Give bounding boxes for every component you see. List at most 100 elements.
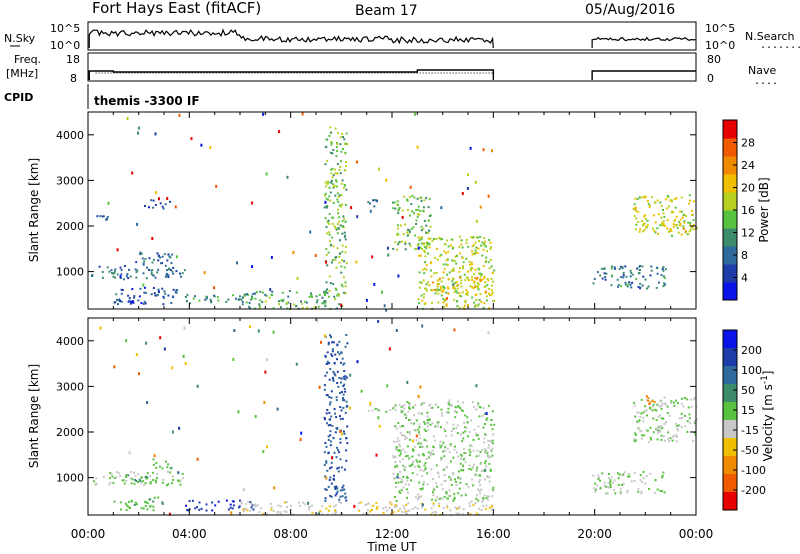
data-cell bbox=[491, 428, 494, 431]
data-cell bbox=[663, 439, 666, 442]
data-cell bbox=[484, 508, 487, 510]
data-cell bbox=[389, 501, 392, 504]
data-cell bbox=[443, 243, 446, 246]
data-cell bbox=[414, 234, 417, 237]
colorbar-swatch bbox=[723, 228, 737, 247]
data-cell bbox=[326, 198, 329, 201]
data-cell bbox=[186, 300, 188, 303]
data-cell bbox=[453, 259, 456, 262]
data-cell bbox=[327, 435, 330, 438]
data-cell bbox=[343, 291, 345, 294]
data-cell bbox=[609, 483, 612, 486]
data-cell bbox=[433, 288, 436, 291]
data-cell bbox=[643, 228, 646, 231]
data-cell bbox=[423, 219, 426, 222]
data-cell bbox=[419, 446, 421, 448]
data-cell bbox=[462, 431, 465, 434]
data-cell bbox=[133, 294, 136, 297]
data-cell bbox=[445, 259, 448, 262]
data-cell bbox=[471, 478, 474, 481]
data-cell bbox=[651, 227, 654, 230]
data-cell bbox=[213, 286, 216, 290]
data-cell bbox=[474, 268, 477, 271]
data-cell bbox=[339, 224, 342, 227]
data-cell bbox=[426, 472, 428, 475]
data-cell bbox=[404, 435, 407, 438]
data-cell bbox=[367, 201, 370, 204]
data-cell bbox=[430, 507, 433, 510]
data-cell bbox=[455, 411, 458, 414]
data-cell bbox=[450, 460, 452, 463]
data-cell bbox=[416, 213, 419, 216]
data-cell bbox=[338, 498, 341, 501]
data-cell bbox=[443, 250, 446, 253]
data-cell bbox=[439, 497, 442, 500]
data-cell bbox=[333, 505, 336, 508]
data-cell bbox=[430, 468, 433, 471]
data-cell bbox=[437, 301, 440, 304]
data-cell bbox=[211, 501, 214, 504]
colorbar-tick-label: 20 bbox=[741, 182, 755, 195]
data-cell bbox=[670, 230, 673, 233]
data-cell bbox=[435, 403, 437, 406]
data-cell bbox=[483, 494, 486, 497]
data-cell bbox=[205, 509, 208, 512]
data-cell bbox=[155, 461, 158, 464]
data-cell bbox=[342, 385, 345, 388]
data-cell bbox=[462, 469, 465, 472]
data-cell bbox=[125, 476, 128, 478]
data-cell bbox=[675, 440, 678, 443]
data-cell bbox=[107, 201, 110, 205]
data-cell bbox=[405, 483, 407, 486]
colorbar-tick-label: -50 bbox=[741, 444, 759, 457]
data-cell bbox=[608, 486, 611, 489]
data-cell bbox=[662, 471, 665, 474]
data-cell bbox=[658, 405, 661, 408]
data-cell bbox=[417, 464, 420, 467]
data-cell bbox=[396, 200, 399, 203]
data-cell bbox=[324, 291, 327, 294]
data-cell bbox=[488, 239, 491, 241]
data-cell bbox=[337, 212, 340, 215]
data-cell bbox=[475, 278, 478, 281]
data-cell bbox=[324, 374, 327, 377]
data-cell bbox=[324, 163, 327, 166]
data-cell bbox=[332, 245, 335, 248]
data-cell bbox=[406, 509, 409, 512]
data-cell bbox=[642, 471, 645, 473]
data-cell bbox=[429, 452, 432, 455]
data-cell bbox=[329, 334, 332, 337]
data-cell bbox=[114, 301, 117, 304]
data-cell bbox=[341, 225, 344, 228]
data-cell bbox=[684, 231, 687, 234]
data-cell bbox=[636, 267, 639, 270]
data-cell bbox=[346, 425, 349, 428]
data-cell bbox=[443, 287, 446, 290]
data-cell bbox=[479, 272, 481, 275]
data-cell bbox=[488, 476, 491, 479]
data-cell bbox=[375, 501, 378, 504]
data-cell bbox=[440, 408, 443, 411]
data-cell bbox=[471, 296, 474, 299]
data-cell bbox=[262, 512, 265, 515]
data-cell bbox=[129, 275, 132, 278]
data-cell bbox=[424, 246, 427, 248]
data-cell bbox=[420, 225, 423, 228]
data-cell bbox=[427, 237, 430, 240]
data-cell bbox=[333, 474, 335, 477]
data-cell bbox=[638, 419, 641, 422]
data-cell bbox=[324, 194, 326, 197]
data-cell bbox=[342, 393, 345, 396]
data-cell bbox=[445, 304, 448, 307]
data-cell bbox=[449, 509, 452, 512]
data-cell bbox=[392, 454, 395, 457]
data-cell bbox=[332, 149, 335, 151]
data-cell bbox=[203, 271, 206, 275]
data-cell bbox=[637, 420, 640, 423]
data-cell bbox=[128, 451, 131, 455]
data-cell bbox=[142, 283, 145, 287]
data-cell bbox=[183, 326, 186, 330]
data-cell bbox=[492, 433, 495, 436]
data-cell bbox=[329, 126, 332, 129]
data-cell bbox=[453, 328, 456, 332]
